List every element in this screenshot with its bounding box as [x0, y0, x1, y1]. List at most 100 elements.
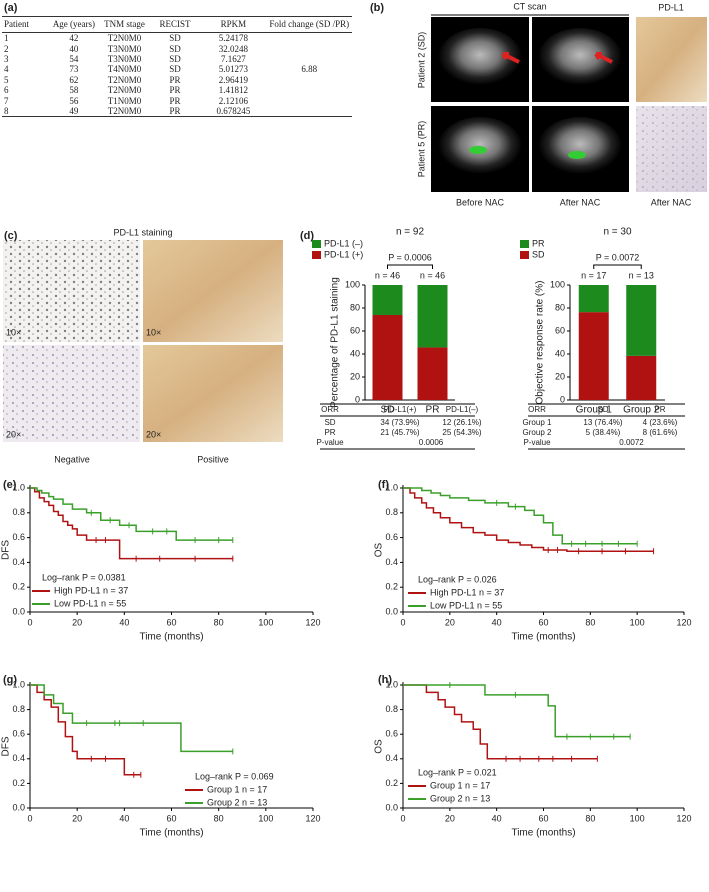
y-tick-label: 80 — [350, 302, 360, 312]
table-cell: 5 — [4, 74, 9, 85]
table-row: 1 42 T2N0M0 SD 5.24178 — [2, 33, 352, 44]
y-axis-label: Objective response rate (%) — [535, 281, 546, 405]
legend-label: Group 1 n = 17 — [430, 780, 490, 790]
x-tick-label: 40 — [119, 813, 129, 823]
y-tick-label: 1.0 — [12, 679, 25, 689]
x-tick-label: 40 — [492, 813, 502, 823]
magnification: 10× — [6, 327, 21, 337]
bar-segment — [372, 285, 403, 316]
stain-image — [636, 106, 707, 192]
stain-image — [143, 240, 283, 342]
table-cell: 13 (76.4%) — [583, 418, 622, 427]
y-axis-label: DFS — [1, 540, 12, 560]
table-cell: 62 — [69, 74, 79, 85]
table-cell — [266, 75, 352, 85]
table-cell: T4N0M0 — [107, 64, 142, 75]
title: PD-L1 — [658, 2, 684, 12]
table-cell: T2N0M0 — [107, 85, 142, 96]
y-tick-label: 100 — [550, 279, 565, 289]
y-tick-label: 0.0 — [385, 802, 398, 812]
table-cell: SD — [169, 53, 181, 64]
y-tick-label: 0.4 — [385, 557, 398, 567]
table-cell: T2N0M0 — [99, 105, 150, 118]
annotation: Log–rank P = 0.026 — [418, 574, 497, 584]
table-cell: 3 — [4, 53, 9, 64]
x-tick-label: 0 — [27, 813, 32, 823]
legend-label: SD — [532, 249, 545, 259]
table-cell: SD — [169, 43, 181, 54]
table-cell — [266, 33, 352, 44]
table-cell: 0.0006 — [419, 438, 444, 447]
table-cell: 6.88 — [301, 64, 318, 75]
table-cell: 2.12106 — [218, 95, 248, 106]
y-tick-label: 0.2 — [385, 582, 398, 592]
table-cell: 21 (45.7%) — [380, 428, 419, 437]
column-label: After NAC — [651, 197, 692, 207]
y-tick-label: 0.8 — [12, 507, 25, 517]
y-tick-label: 40 — [350, 348, 360, 358]
x-axis-label: Time (months) — [511, 632, 575, 643]
header-cell: Patient — [2, 16, 49, 33]
y-axis-label: DFS — [1, 736, 12, 756]
x-tick-label: Group 2 — [623, 405, 660, 416]
table-cell: 56 — [69, 95, 79, 106]
y-tick-label: 0 — [560, 394, 565, 404]
legend-swatch — [312, 240, 321, 248]
x-tick-label: 100 — [258, 617, 273, 627]
panel-label: (c) — [4, 230, 18, 242]
table-cell: 58 — [69, 85, 79, 96]
legend-label: Group 2 n = 13 — [207, 797, 267, 807]
x-tick-label: 40 — [492, 617, 502, 627]
panel-label: (a) — [4, 2, 18, 14]
bar-segment — [626, 285, 657, 356]
table-cell: 1 — [4, 33, 9, 44]
survival-curve — [403, 684, 598, 760]
legend-label: Group 1 n = 17 — [207, 784, 267, 794]
y-tick-label: 0.2 — [12, 778, 25, 788]
column-label: Before NAC — [456, 197, 505, 207]
y-tick-label: 0.4 — [385, 753, 398, 763]
x-tick-label: 0 — [400, 813, 405, 823]
group-size: n = 46 — [375, 270, 400, 280]
stain-image — [143, 345, 283, 442]
x-tick-label: 60 — [538, 813, 548, 823]
table-cell: T2N0M0 — [107, 33, 142, 44]
table-cell: T3N0M0 — [107, 53, 142, 64]
table-cell — [266, 54, 352, 64]
y-tick-label: 0.0 — [12, 606, 25, 616]
stain-image — [3, 240, 140, 342]
ct-image — [438, 28, 522, 88]
legend-label: PD-L1 (–) — [324, 238, 363, 248]
x-tick-label: 60 — [166, 813, 176, 823]
table-row: 7 56 T1N0M0 PR 2.12106 — [2, 95, 352, 106]
table-cell: PR — [169, 95, 181, 106]
y-tick-label: 0.6 — [385, 729, 398, 739]
x-tick-label: Group 1 — [576, 405, 613, 416]
stain-image — [636, 17, 707, 102]
y-tick-label: 0.8 — [385, 507, 398, 517]
legend-label: PD-L1 (+) — [324, 249, 363, 259]
marker — [469, 146, 487, 154]
legend-swatch — [312, 251, 321, 259]
table-header: PD-L1(+) — [384, 405, 417, 414]
x-tick-label: 100 — [258, 813, 273, 823]
survival-curve — [30, 684, 141, 776]
stain-image — [3, 345, 140, 442]
table-cell: 7 — [4, 95, 9, 106]
table-row: 2 40 T3N0M0 SD 32.0248 — [2, 43, 352, 54]
p-value: P = 0.0006 — [388, 252, 432, 262]
panel-label: (g) — [3, 674, 17, 686]
data-table: Patient Age (years) TNM stage RECIST RPKM Fol… — [2, 16, 352, 118]
x-axis-label: Time (months) — [511, 828, 575, 839]
header-cell: TNM stage — [99, 16, 150, 33]
table-header: SD — [597, 405, 608, 414]
table-cell: 1.41812 — [218, 85, 248, 96]
table-cell: T2N0M0 — [107, 74, 142, 85]
y-axis-label: Percentage of PD-L1 staining — [330, 277, 341, 408]
table-cell: 0.0072 — [619, 438, 644, 447]
table-cell: SD — [169, 64, 181, 75]
table-cell: PR — [169, 85, 181, 96]
y-tick-label: 0.6 — [12, 532, 25, 542]
